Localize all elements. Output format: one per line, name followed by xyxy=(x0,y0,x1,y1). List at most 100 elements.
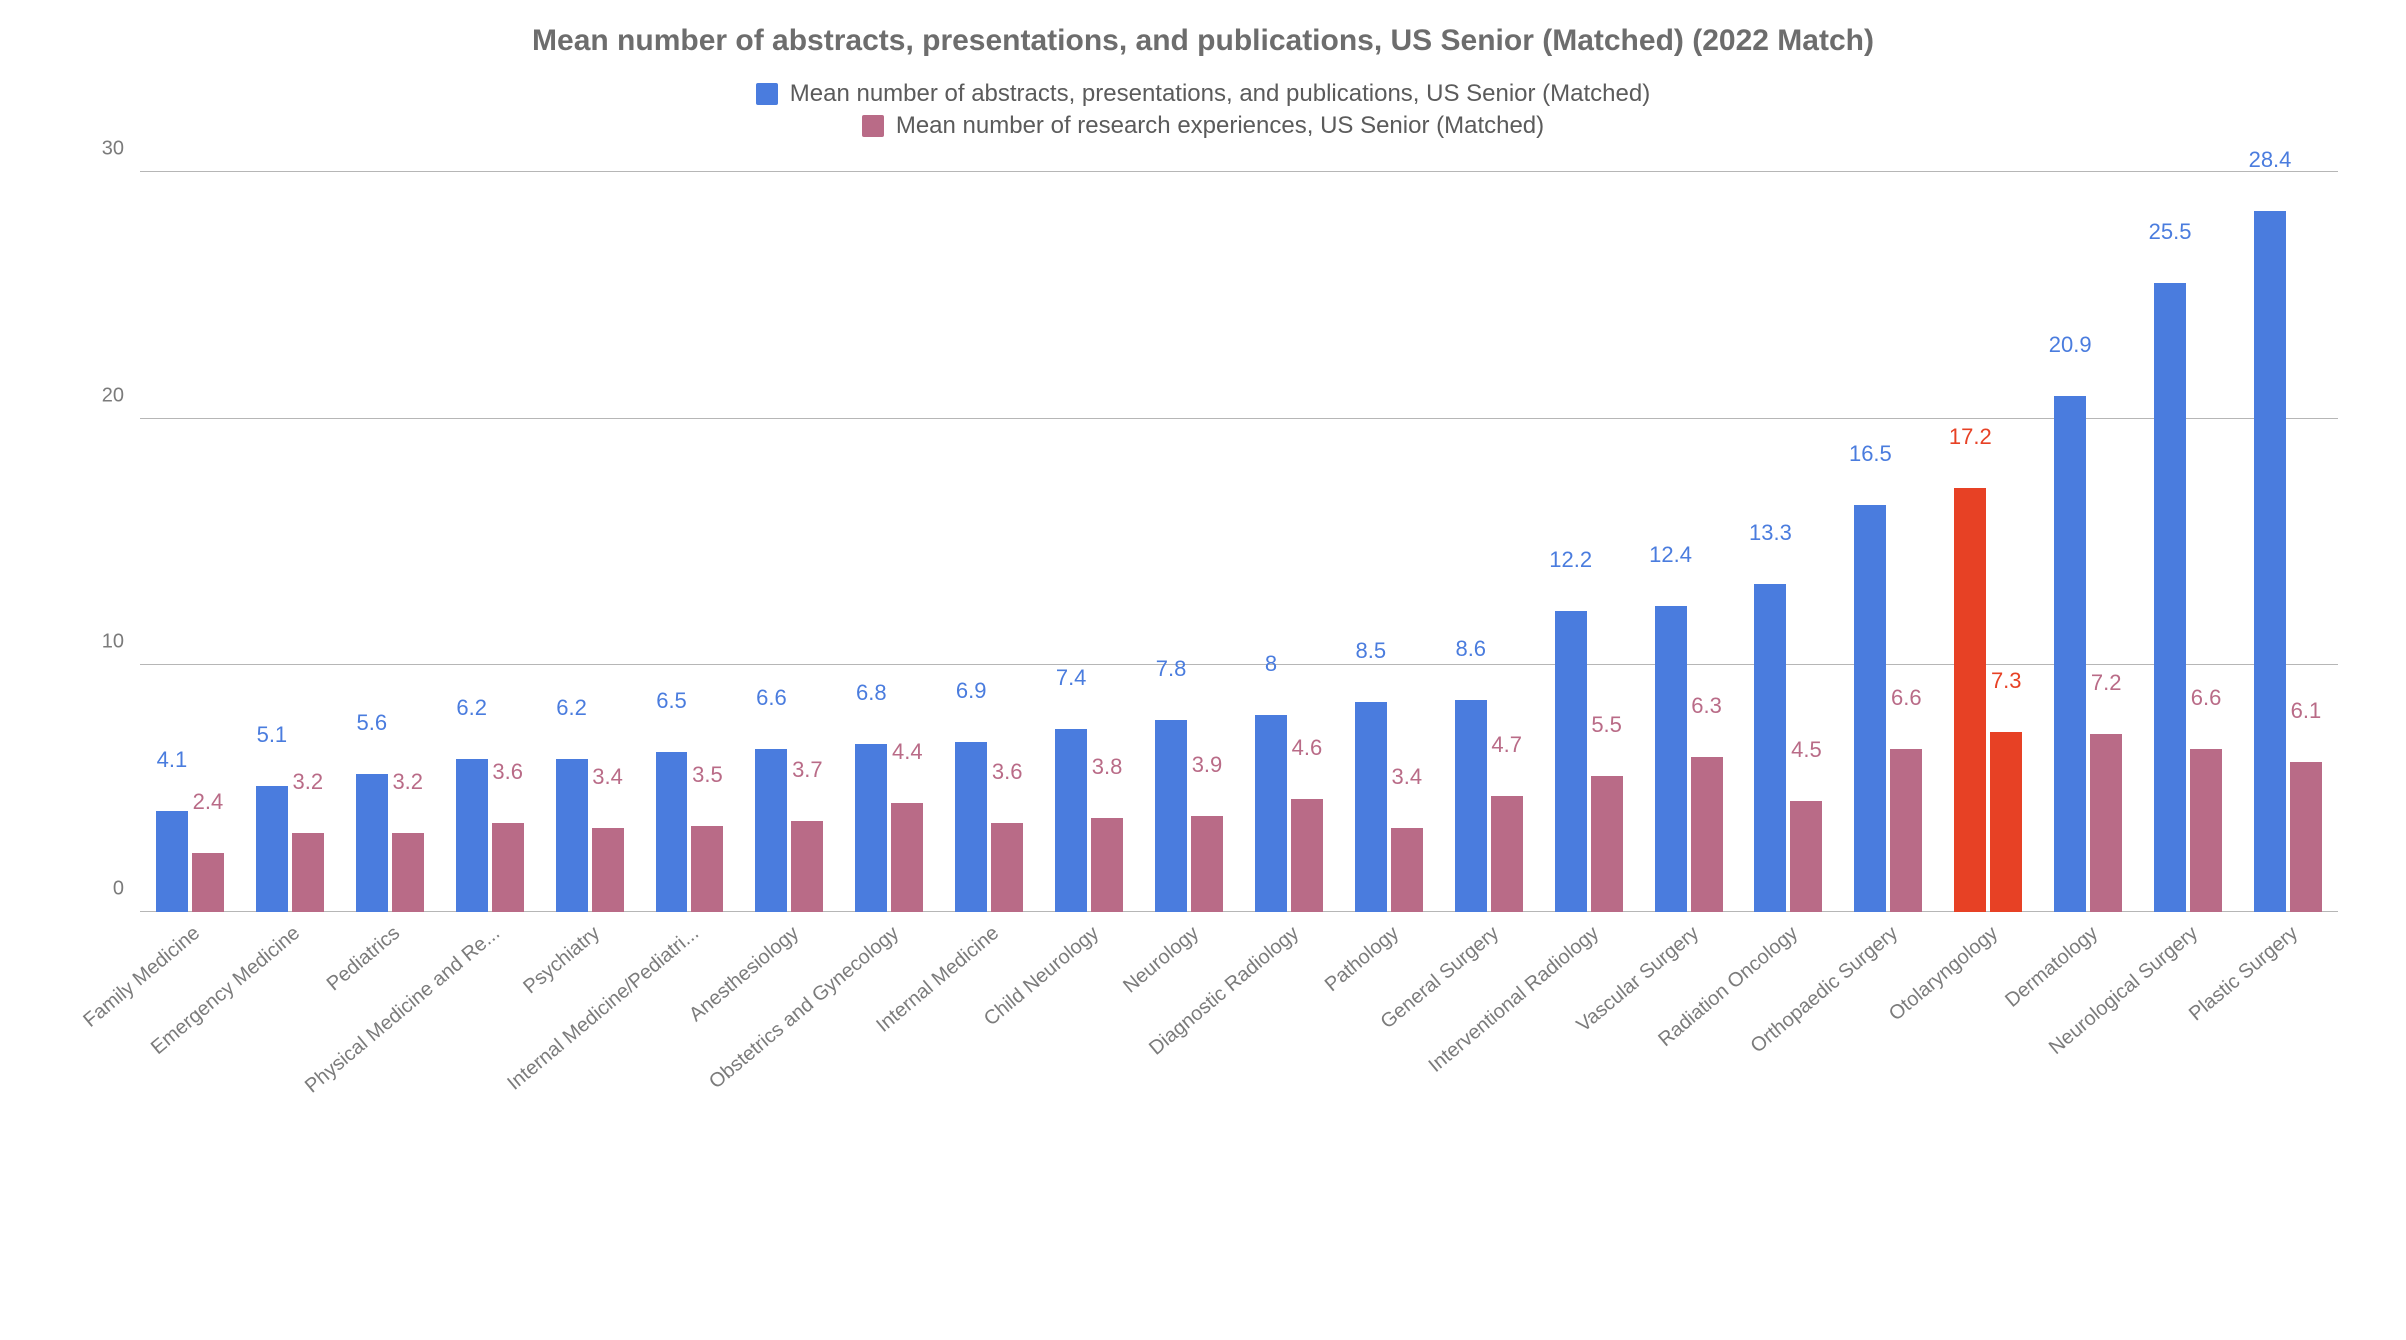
bars-row: 4.12.45.13.25.63.26.23.66.23.46.53.56.63… xyxy=(140,172,2338,912)
data-label: 7.8 xyxy=(1156,656,1187,688)
y-tick-label: 0 xyxy=(113,878,140,901)
x-label-cell: General Surgery xyxy=(1439,912,1539,1252)
x-label-cell: Internal Medicine xyxy=(939,912,1039,1252)
bar-group: 20.97.2 xyxy=(2038,172,2138,912)
bar-series2 xyxy=(192,853,224,912)
bar-series2 xyxy=(2090,734,2122,912)
bar-series1 xyxy=(1355,702,1387,912)
bar-series1 xyxy=(2054,396,2086,912)
legend-swatch xyxy=(756,83,778,105)
y-tick-label: 20 xyxy=(102,384,140,407)
bar-group: 6.2 3.4 xyxy=(540,172,640,912)
data-label: 8 xyxy=(1265,651,1277,683)
bar-group: 13.34.5 xyxy=(1739,172,1839,912)
x-label-cell: Child Neurology xyxy=(1039,912,1139,1252)
x-label-cell: Obstetrics and Gynecology xyxy=(839,912,939,1252)
bar-group: 4.12.4 xyxy=(140,172,240,912)
data-label: 3.6 xyxy=(992,759,1023,791)
data-label: 3.7 xyxy=(792,757,823,789)
data-label: 25.5 xyxy=(2149,219,2192,251)
bar-series2 xyxy=(1191,816,1223,912)
x-label-cell: Orthopaedic Surgery xyxy=(1838,912,1938,1252)
data-label: 7.4 xyxy=(1056,665,1087,697)
data-label: 6.2 xyxy=(456,695,487,727)
x-label-cell: Interventional Radiology xyxy=(1539,912,1639,1252)
bar-series2 xyxy=(1091,818,1123,912)
bar-series1 xyxy=(256,786,288,912)
data-label: 16.5 xyxy=(1849,441,1892,473)
bar-series1 xyxy=(955,742,987,912)
bar-group: 5.63.2 xyxy=(340,172,440,912)
data-label: 6.8 xyxy=(856,680,887,712)
bar-series2 xyxy=(1591,776,1623,912)
bar-series1 xyxy=(1655,606,1687,912)
bar-series2 xyxy=(1391,828,1423,912)
bar-series2 xyxy=(592,828,624,912)
bar-series2 xyxy=(2190,749,2222,912)
data-label: 7.3 xyxy=(1991,668,2022,700)
data-label: 3.9 xyxy=(1192,752,1223,784)
data-label: 6.9 xyxy=(956,678,987,710)
bar-series2 xyxy=(492,823,524,912)
bar-series1 xyxy=(1155,720,1187,912)
data-label: 6.6 xyxy=(2191,685,2222,717)
bar-series1 xyxy=(2254,211,2286,912)
data-label: 7.2 xyxy=(2091,670,2122,702)
bar-series2 xyxy=(691,826,723,912)
plot-area-wrapper: 01020304.12.45.13.25.63.26.23.66.23.46.5… xyxy=(140,172,2338,1252)
legend-label: Mean number of abstracts, presentations,… xyxy=(790,80,1650,108)
legend-swatch xyxy=(862,115,884,137)
data-label: 6.6 xyxy=(756,685,787,717)
x-label-cell: Vascular Surgery xyxy=(1639,912,1739,1252)
bar-group: 8.64.7 xyxy=(1439,172,1539,912)
bar-group: 28.46.1 xyxy=(2238,172,2338,912)
x-axis-labels: Family MedicineEmergency MedicinePediatr… xyxy=(140,912,2338,1252)
bar-series2 xyxy=(1790,801,1822,912)
data-label: 6.2 xyxy=(556,695,587,727)
data-label: 13.3 xyxy=(1749,520,1792,552)
bar-series2 xyxy=(292,833,324,912)
bar-series1 xyxy=(156,811,188,912)
data-label: 3.2 xyxy=(392,769,423,801)
data-label: 3.4 xyxy=(1392,764,1423,796)
y-tick-label: 10 xyxy=(102,631,140,654)
bar-group: 12.46.3 xyxy=(1639,172,1739,912)
bar-series1 xyxy=(456,759,488,912)
bar-series1 xyxy=(1854,505,1886,912)
data-label: 3.8 xyxy=(1092,754,1123,786)
bar-series1 xyxy=(1055,729,1087,912)
x-label-cell: Plastic Surgery xyxy=(2238,912,2338,1252)
data-label: 12.4 xyxy=(1649,542,1692,574)
bar-series2 xyxy=(991,823,1023,912)
bar-series1 xyxy=(855,744,887,912)
chart-container: Mean number of abstracts, presentations,… xyxy=(0,0,2406,1340)
bar-group: 6.84.4 xyxy=(839,172,939,912)
x-label-cell: Anesthesiology xyxy=(739,912,839,1252)
bar-series1 xyxy=(755,749,787,912)
legend: Mean number of abstracts, presentations,… xyxy=(48,80,2358,144)
bar-group: 25.5 6.6 xyxy=(2138,172,2238,912)
bar-series2 xyxy=(1890,749,1922,912)
bar-series1 xyxy=(1255,715,1287,912)
bar-group: 17.2 7.3 xyxy=(1938,172,2038,912)
data-label: 6.5 xyxy=(656,688,687,720)
bar-series1 xyxy=(1555,611,1587,912)
data-label: 4.1 xyxy=(157,747,188,779)
bar-series2 xyxy=(392,833,424,912)
x-label-cell: Otolaryngology xyxy=(1938,912,2038,1252)
bar-series2 xyxy=(1491,796,1523,912)
data-label: 3.2 xyxy=(293,769,324,801)
legend-label: Mean number of research experiences, US … xyxy=(896,112,1544,140)
x-label-cell: Neurological Surgery xyxy=(2138,912,2238,1252)
x-label-cell: Pathology xyxy=(1339,912,1439,1252)
data-label: 3.4 xyxy=(592,764,623,796)
data-label: 6.1 xyxy=(2291,698,2322,730)
x-label-cell: Dermatology xyxy=(2038,912,2138,1252)
bar-series1 xyxy=(656,752,688,912)
y-tick-label: 30 xyxy=(102,138,140,161)
data-label: 17.2 xyxy=(1949,424,1992,456)
bar-series1 xyxy=(1455,700,1487,912)
data-label: 8.5 xyxy=(1356,638,1387,670)
data-label: 2.4 xyxy=(193,789,224,821)
data-label: 6.6 xyxy=(1891,685,1922,717)
